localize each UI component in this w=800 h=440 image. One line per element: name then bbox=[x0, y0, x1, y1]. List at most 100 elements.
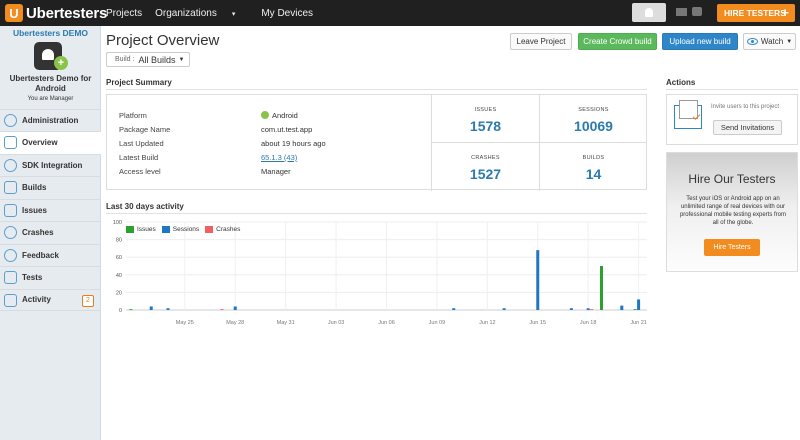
y-tick-label: 80 bbox=[116, 238, 122, 244]
app-name: Ubertesters Demo for Android bbox=[9, 74, 92, 93]
build-select-prefix: Build : bbox=[115, 56, 135, 63]
info-row-access-level: Access level Manager bbox=[119, 167, 419, 180]
upload-new-build-button[interactable]: Upload new build bbox=[662, 33, 738, 50]
build-select[interactable]: Build : All Builds ▼ bbox=[106, 52, 190, 67]
stat-label: ISSUES bbox=[474, 107, 497, 113]
chat-icon[interactable] bbox=[692, 7, 702, 16]
logo[interactable]: U Ubertesters bbox=[5, 4, 107, 22]
sidebar-item-label: Activity bbox=[22, 295, 51, 305]
x-tick-label: May 25 bbox=[176, 320, 194, 326]
sidebar-item-overview[interactable]: Overview bbox=[0, 131, 101, 154]
bar-crashes bbox=[590, 309, 594, 310]
y-tick-label: 100 bbox=[113, 220, 122, 226]
legend-issues[interactable]: Issues bbox=[126, 226, 156, 233]
x-tick-label: Jun 06 bbox=[378, 320, 395, 326]
info-value: about 19 hours ago bbox=[261, 139, 326, 148]
sidebar-item-tests[interactable]: Tests bbox=[0, 266, 101, 289]
info-value: com.ut.test.app bbox=[261, 125, 313, 134]
bar-sessions bbox=[637, 299, 641, 310]
android-badge-icon: + bbox=[54, 56, 68, 70]
bar-issues bbox=[129, 309, 133, 310]
user-avatar[interactable] bbox=[632, 3, 666, 22]
chevron-down-icon: ▾ bbox=[231, 10, 236, 18]
overview-icon bbox=[4, 136, 17, 149]
bar-sessions bbox=[586, 308, 590, 310]
legend-label-crashes: Crashes bbox=[216, 226, 241, 233]
project-summary-title: Project Summary bbox=[106, 78, 172, 87]
plus-icon: + bbox=[781, 5, 789, 20]
legend-sessions[interactable]: Sessions bbox=[161, 226, 199, 233]
info-key: Latest Build bbox=[119, 153, 159, 162]
nav-organizations-label: Organizations bbox=[155, 7, 217, 19]
builds-icon bbox=[4, 181, 17, 194]
stat-builds[interactable]: BUILDS 14 bbox=[539, 143, 647, 191]
bar-sessions bbox=[536, 250, 540, 310]
x-tick-label: May 28 bbox=[226, 320, 244, 326]
info-row-package: Package Name com.ut.test.app bbox=[119, 125, 419, 138]
watch-button[interactable]: Watch ▼ bbox=[743, 33, 796, 50]
sidebar: Ubertesters DEMO + Ubertesters Demo for … bbox=[0, 26, 101, 440]
create-crowd-build-button[interactable]: Create Crowd build bbox=[578, 33, 657, 50]
page-title: Project Overview bbox=[106, 32, 220, 49]
envelope-icon bbox=[674, 100, 702, 129]
platform-value: Android bbox=[272, 111, 298, 120]
divider bbox=[666, 89, 798, 90]
logo-mark-icon: U bbox=[5, 4, 23, 22]
chevron-down-icon: ▼ bbox=[178, 56, 185, 63]
info-value: Android bbox=[261, 111, 298, 120]
sidebar-item-sdk-integration[interactable]: SDK Integration bbox=[0, 153, 101, 177]
sidebar-item-crashes[interactable]: Crashes bbox=[0, 221, 101, 244]
bar-sessions bbox=[620, 305, 624, 310]
sidebar-item-activity[interactable]: Activity 2 bbox=[0, 288, 101, 311]
bar-sessions bbox=[149, 306, 153, 310]
actions-title: Actions bbox=[666, 78, 696, 87]
x-tick-label: Jun 12 bbox=[479, 320, 496, 326]
hire-testers-top-button[interactable]: HIRE TESTERS + bbox=[717, 4, 795, 22]
sidebar-item-label: Administration bbox=[22, 116, 79, 125]
sidebar-item-label: Tests bbox=[22, 273, 43, 283]
mail-icon[interactable] bbox=[676, 8, 687, 16]
hire-title: Hire Our Testers bbox=[688, 172, 776, 186]
activity-chart-svg: 0 20 40 60 80 100 May 25 May 28 May 31 Jun 03 Jun … bbox=[113, 220, 647, 326]
sidebar-item-administration[interactable]: Administration bbox=[0, 109, 101, 131]
info-key: Platform bbox=[119, 111, 147, 120]
bar-crashes bbox=[220, 309, 224, 310]
sidebar-item-feedback[interactable]: Feedback bbox=[0, 243, 101, 267]
hire-testers-button[interactable]: Hire Testers bbox=[704, 239, 760, 256]
x-tick-label: May 31 bbox=[277, 320, 295, 326]
top-bar: U Ubertesters Projects Organizations ▾ My… bbox=[0, 0, 800, 26]
sidebar-item-builds[interactable]: Builds bbox=[0, 176, 101, 199]
legend-crashes[interactable]: Crashes bbox=[205, 226, 240, 233]
info-row-last-updated: Last Updated about 19 hours ago bbox=[119, 139, 419, 152]
send-invitations-button[interactable]: Send Invitations bbox=[713, 120, 782, 135]
watch-label: Watch bbox=[760, 37, 784, 46]
bar-sessions bbox=[569, 308, 573, 310]
stat-sessions[interactable]: SESSIONS 10069 bbox=[539, 95, 647, 143]
chart-legend: Issues Sessions Crashes bbox=[126, 226, 246, 233]
hire-testers-top-label: HIRE TESTERS bbox=[724, 8, 786, 18]
divider bbox=[106, 213, 647, 214]
legend-label-issues: Issues bbox=[137, 226, 156, 233]
sidebar-item-issues[interactable]: Issues bbox=[0, 198, 101, 222]
sidebar-item-label: Crashes bbox=[22, 228, 54, 238]
sidebar-item-label: Overview bbox=[22, 138, 58, 148]
info-key: Access level bbox=[119, 167, 161, 176]
activity-count-badge: 2 bbox=[82, 294, 94, 307]
sidebar-item-label: SDK Integration bbox=[22, 160, 83, 170]
invite-text: Invite users to this project bbox=[711, 104, 780, 110]
activity-icon bbox=[4, 293, 17, 307]
gear-icon bbox=[4, 114, 17, 127]
nav-organizations[interactable]: Organizations ▾ bbox=[155, 8, 248, 19]
nav-my-devices[interactable]: My Devices bbox=[261, 7, 314, 19]
stat-crashes[interactable]: CRASHES 1527 bbox=[431, 143, 539, 191]
stat-value: 1578 bbox=[469, 118, 502, 134]
organization-name[interactable]: Ubertesters DEMO bbox=[12, 28, 89, 38]
sdk-icon bbox=[4, 158, 17, 172]
y-tick-label: 40 bbox=[116, 273, 122, 279]
latest-build-link[interactable]: 65.1.3 (43) bbox=[261, 153, 298, 162]
stat-issues[interactable]: ISSUES 1578 bbox=[431, 95, 539, 143]
nav-projects[interactable]: Projects bbox=[106, 7, 143, 19]
leave-project-button[interactable]: Leave Project bbox=[510, 33, 572, 50]
stat-label: CRASHES bbox=[471, 155, 500, 161]
x-tick-label: Jun 03 bbox=[328, 320, 345, 326]
